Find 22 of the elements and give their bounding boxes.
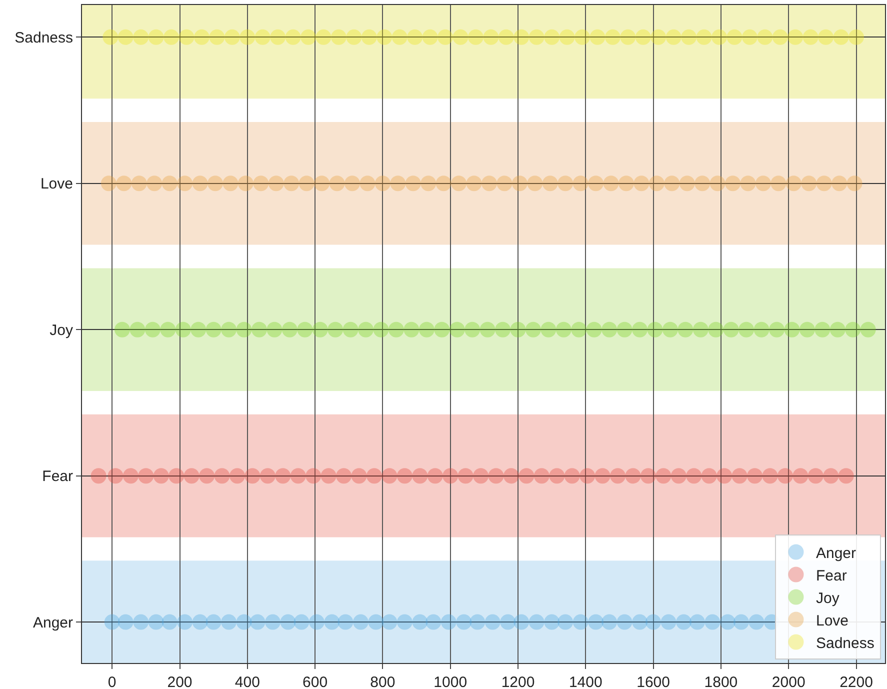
legend-label: Joy xyxy=(816,590,840,607)
y-tick-label: Fear xyxy=(42,468,74,486)
x-tick-label: 0 xyxy=(108,674,116,689)
y-tick-label: Love xyxy=(40,176,73,193)
y-tick-label: Sadness xyxy=(14,29,73,46)
x-tick-label: 1800 xyxy=(704,674,738,689)
y-tick-label: Anger xyxy=(32,614,73,632)
x-tick-label: 1200 xyxy=(501,674,535,689)
legend-label: Anger xyxy=(816,544,856,562)
legend-label: Sadness xyxy=(816,634,874,652)
x-tick-label: 400 xyxy=(234,674,260,689)
x-tick-label: 1000 xyxy=(434,674,468,689)
legend-label: Love xyxy=(816,612,849,630)
x-tick-label: 2200 xyxy=(840,674,873,689)
x-tick-label: 800 xyxy=(370,674,396,689)
y-tick-label: Joy xyxy=(50,322,74,339)
x-tick-label: 1600 xyxy=(636,674,670,689)
x-tick-label: 2000 xyxy=(772,674,806,689)
x-tick-label: 200 xyxy=(167,674,192,689)
legend-label: Fear xyxy=(816,567,847,584)
x-tick-label: 1400 xyxy=(568,674,602,689)
x-tick-label: 600 xyxy=(302,674,328,689)
